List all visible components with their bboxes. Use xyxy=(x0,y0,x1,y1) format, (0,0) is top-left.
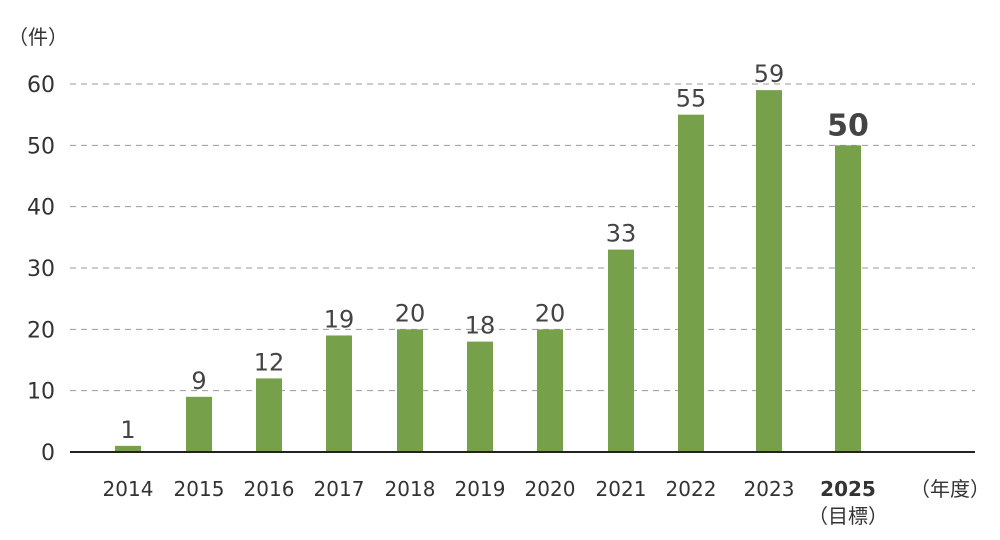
bar-2020 xyxy=(537,329,563,452)
x-tick-label-2025: 2025 xyxy=(820,477,876,501)
bar-2015 xyxy=(186,396,212,452)
bar-2018 xyxy=(397,329,423,452)
y-tick-label: 60 xyxy=(27,73,55,98)
x-tick-label-2019: 2019 xyxy=(455,477,506,501)
x-tick-label-2023: 2023 xyxy=(744,477,795,501)
data-label-2025: 50 xyxy=(827,108,869,143)
x-axis-ticks: 2014 2015 2016 2017 2018 2019 2020 2021 2022 2023… xyxy=(103,477,888,528)
x-tick-sublabel-2025: （目標） xyxy=(808,504,888,528)
data-label-2022: 55 xyxy=(676,85,707,113)
bar-2016 xyxy=(256,378,282,452)
bar-2023 xyxy=(756,90,782,452)
x-tick-label-2021: 2021 xyxy=(596,477,647,501)
y-axis-label: （件） xyxy=(8,25,68,49)
data-label-2014: 1 xyxy=(120,416,135,444)
bar-2025 xyxy=(835,145,861,453)
data-label-2016: 12 xyxy=(254,348,285,376)
x-tick-label-2017: 2017 xyxy=(314,477,365,501)
x-tick-label-2022: 2022 xyxy=(666,477,717,501)
bar-2017 xyxy=(326,335,352,452)
bar-2021 xyxy=(608,249,634,452)
x-tick-label-2016: 2016 xyxy=(244,477,295,501)
bar-2014 xyxy=(115,445,141,452)
x-axis-label: （年度） xyxy=(910,477,990,501)
y-tick-label: 50 xyxy=(27,134,55,159)
bars xyxy=(115,90,861,453)
x-tick-label-2020: 2020 xyxy=(525,477,576,501)
data-label-2015: 9 xyxy=(191,367,206,395)
y-tick-label: 10 xyxy=(27,380,55,405)
y-tick-label: 20 xyxy=(27,318,55,343)
x-tick-label-2018: 2018 xyxy=(385,477,436,501)
y-axis-ticks: 0 10 20 30 40 50 60 xyxy=(27,73,55,466)
data-label-2018: 20 xyxy=(395,299,426,327)
y-tick-label: 0 xyxy=(41,441,55,466)
data-label-2021: 33 xyxy=(606,220,637,248)
data-label-2017: 19 xyxy=(324,305,355,333)
gridlines xyxy=(70,83,975,392)
bar-2019 xyxy=(467,341,493,452)
x-tick-label-2015: 2015 xyxy=(174,477,225,501)
bar-2022 xyxy=(678,114,704,453)
data-label-2023: 59 xyxy=(754,60,785,88)
y-tick-label: 30 xyxy=(27,257,55,282)
data-label-2019: 18 xyxy=(465,312,496,340)
data-label-2020: 20 xyxy=(535,299,566,327)
x-tick-label-2014: 2014 xyxy=(103,477,154,501)
y-tick-label: 40 xyxy=(27,196,55,221)
